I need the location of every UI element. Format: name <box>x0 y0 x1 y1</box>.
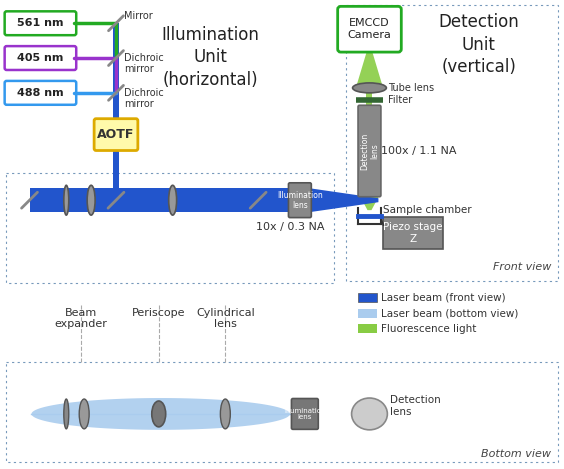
Bar <box>6 174 334 283</box>
Text: Detection
lens: Detection lens <box>390 395 441 417</box>
Ellipse shape <box>64 399 69 429</box>
Ellipse shape <box>79 399 89 429</box>
Text: Piezo stage
Z: Piezo stage Z <box>384 222 443 244</box>
Polygon shape <box>359 195 380 210</box>
Text: Sample chamber: Sample chamber <box>384 205 472 215</box>
Text: Laser beam (bottom view): Laser beam (bottom view) <box>381 308 519 318</box>
Bar <box>6 362 558 461</box>
Text: Illumination
Unit
(horizontal): Illumination Unit (horizontal) <box>161 26 259 89</box>
Text: Fluorescence light: Fluorescence light <box>381 324 477 334</box>
Bar <box>29 195 116 205</box>
Text: Dichroic
mirror: Dichroic mirror <box>124 88 164 109</box>
Ellipse shape <box>87 185 95 215</box>
Bar <box>358 325 377 333</box>
Text: Periscope: Periscope <box>132 308 186 318</box>
Ellipse shape <box>169 185 177 215</box>
Text: 100x / 1.1 NA: 100x / 1.1 NA <box>381 146 457 156</box>
Bar <box>384 217 443 249</box>
Bar <box>113 149 119 200</box>
FancyBboxPatch shape <box>338 7 402 52</box>
Text: 488 nm: 488 nm <box>17 88 64 98</box>
FancyBboxPatch shape <box>288 183 311 218</box>
Text: 10x / 0.3 NA: 10x / 0.3 NA <box>255 222 324 232</box>
FancyBboxPatch shape <box>94 119 138 151</box>
Polygon shape <box>310 188 378 212</box>
Text: Laser beam (front view): Laser beam (front view) <box>381 292 506 302</box>
Text: Dichroic
mirror: Dichroic mirror <box>124 53 164 74</box>
FancyBboxPatch shape <box>5 11 76 35</box>
Bar <box>113 23 119 121</box>
FancyBboxPatch shape <box>358 105 381 197</box>
Ellipse shape <box>352 83 386 93</box>
Text: Cylindrical
lens: Cylindrical lens <box>196 308 255 329</box>
Bar <box>346 5 558 281</box>
Text: Bottom view: Bottom view <box>482 449 552 459</box>
Text: Beam
expander: Beam expander <box>55 308 108 329</box>
Text: Detection
Unit
(vertical): Detection Unit (vertical) <box>438 13 519 76</box>
FancyBboxPatch shape <box>5 46 76 70</box>
Text: Front view: Front view <box>493 262 552 272</box>
Bar <box>367 86 372 107</box>
Polygon shape <box>32 398 290 430</box>
FancyBboxPatch shape <box>5 81 76 105</box>
Text: AOTF: AOTF <box>98 128 135 141</box>
Bar <box>358 293 377 302</box>
Text: Illumination
lens: Illumination lens <box>277 190 323 210</box>
Text: Filter: Filter <box>389 95 413 105</box>
Text: EMCCD
Camera: EMCCD Camera <box>347 18 391 40</box>
Text: Tube lens: Tube lens <box>389 83 434 93</box>
Text: Detection
lens: Detection lens <box>360 132 379 170</box>
Bar <box>29 188 258 212</box>
Text: 405 nm: 405 nm <box>17 53 64 63</box>
Text: Mirror: Mirror <box>124 11 153 21</box>
Ellipse shape <box>64 185 69 215</box>
Bar <box>258 188 310 212</box>
Text: Illumination
lens: Illumination lens <box>284 408 325 420</box>
Polygon shape <box>355 49 384 89</box>
Ellipse shape <box>152 401 166 427</box>
Bar <box>358 309 377 318</box>
Ellipse shape <box>221 399 230 429</box>
Text: 561 nm: 561 nm <box>17 18 64 28</box>
Ellipse shape <box>351 398 387 430</box>
FancyBboxPatch shape <box>292 399 318 429</box>
